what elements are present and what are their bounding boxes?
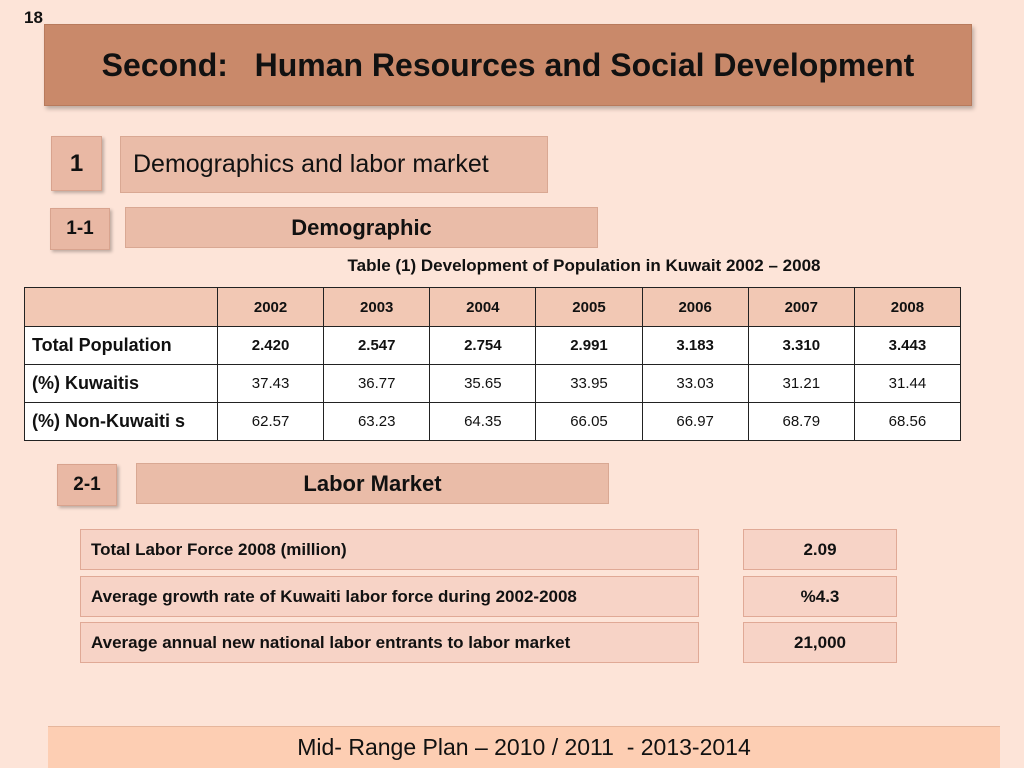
table-header-year: 2003 — [323, 287, 431, 327]
table-header-year: 2002 — [216, 287, 325, 327]
footer: Mid- Range Plan – 2010 / 2011 - 2013-201… — [48, 726, 1000, 768]
labor-stat-label: Total Labor Force 2008 (million) — [80, 529, 699, 570]
table-row: Total Population 2.420 2.547 2.754 2.991… — [24, 326, 962, 365]
section-2-1-number: 2-1 — [57, 464, 117, 506]
labor-stat-label: Average annual new national labor entran… — [80, 622, 699, 663]
table-cell: 2.547 — [323, 326, 431, 365]
labor-stat-label: Average growth rate of Kuwaiti labor for… — [80, 576, 699, 617]
table-cell: 2.420 — [216, 326, 325, 365]
table-cell: 68.79 — [747, 402, 855, 441]
table-header-year: 2004 — [429, 287, 537, 327]
table-row: (%) Kuwaitis 37.43 36.77 35.65 33.95 33.… — [24, 364, 962, 403]
table-cell: 68.56 — [853, 402, 962, 441]
table-cell: 66.97 — [641, 402, 749, 441]
labor-stat-value: 21,000 — [743, 622, 897, 663]
table-cell: 3.443 — [853, 326, 962, 365]
table-cell: 66.05 — [535, 402, 643, 441]
section-1-title: Demographics and labor market — [120, 136, 548, 193]
row-label: (%) Kuwaitis — [24, 364, 218, 403]
section-1-1-number: 1-1 — [50, 208, 110, 250]
population-table: 2002 2003 2004 2005 2006 2007 2008 Total… — [24, 287, 962, 441]
table-cell: 2.991 — [535, 326, 643, 365]
section-1-1-title: Demographic — [125, 207, 598, 248]
table-cell: 36.77 — [323, 364, 431, 403]
table-cell: 2.754 — [429, 326, 537, 365]
table-caption: Table (1) Development of Population in K… — [347, 256, 821, 275]
table-cell: 31.21 — [747, 364, 855, 403]
table-row: (%) Non-Kuwaiti s 62.57 63.23 64.35 66.0… — [24, 402, 962, 441]
table-cell: 63.23 — [323, 402, 431, 441]
table-header-year: 2008 — [853, 287, 962, 327]
table-cell: 64.35 — [429, 402, 537, 441]
labor-stat-value: %4.3 — [743, 576, 897, 617]
slide-number: 18 — [24, 8, 43, 27]
row-label: Total Population — [24, 326, 218, 365]
table-cell: 35.65 — [429, 364, 537, 403]
table-header-row: 2002 2003 2004 2005 2006 2007 2008 — [24, 287, 962, 327]
table-cell: 33.03 — [641, 364, 749, 403]
table-cell: 33.95 — [535, 364, 643, 403]
labor-stat-value: 2.09 — [743, 529, 897, 570]
table-header-year: 2005 — [535, 287, 643, 327]
table-header-blank — [24, 287, 218, 327]
page-title: Second: Human Resources and Social Devel… — [44, 24, 972, 106]
table-header-year: 2006 — [641, 287, 749, 327]
section-1-number: 1 — [51, 136, 102, 191]
table-cell: 3.310 — [747, 326, 855, 365]
table-cell: 37.43 — [216, 364, 325, 403]
table-cell: 31.44 — [853, 364, 962, 403]
section-2-1-title: Labor Market — [136, 463, 609, 504]
table-cell: 3.183 — [641, 326, 749, 365]
row-label: (%) Non-Kuwaiti s — [24, 402, 218, 441]
table-cell: 62.57 — [216, 402, 325, 441]
table-header-year: 2007 — [747, 287, 855, 327]
